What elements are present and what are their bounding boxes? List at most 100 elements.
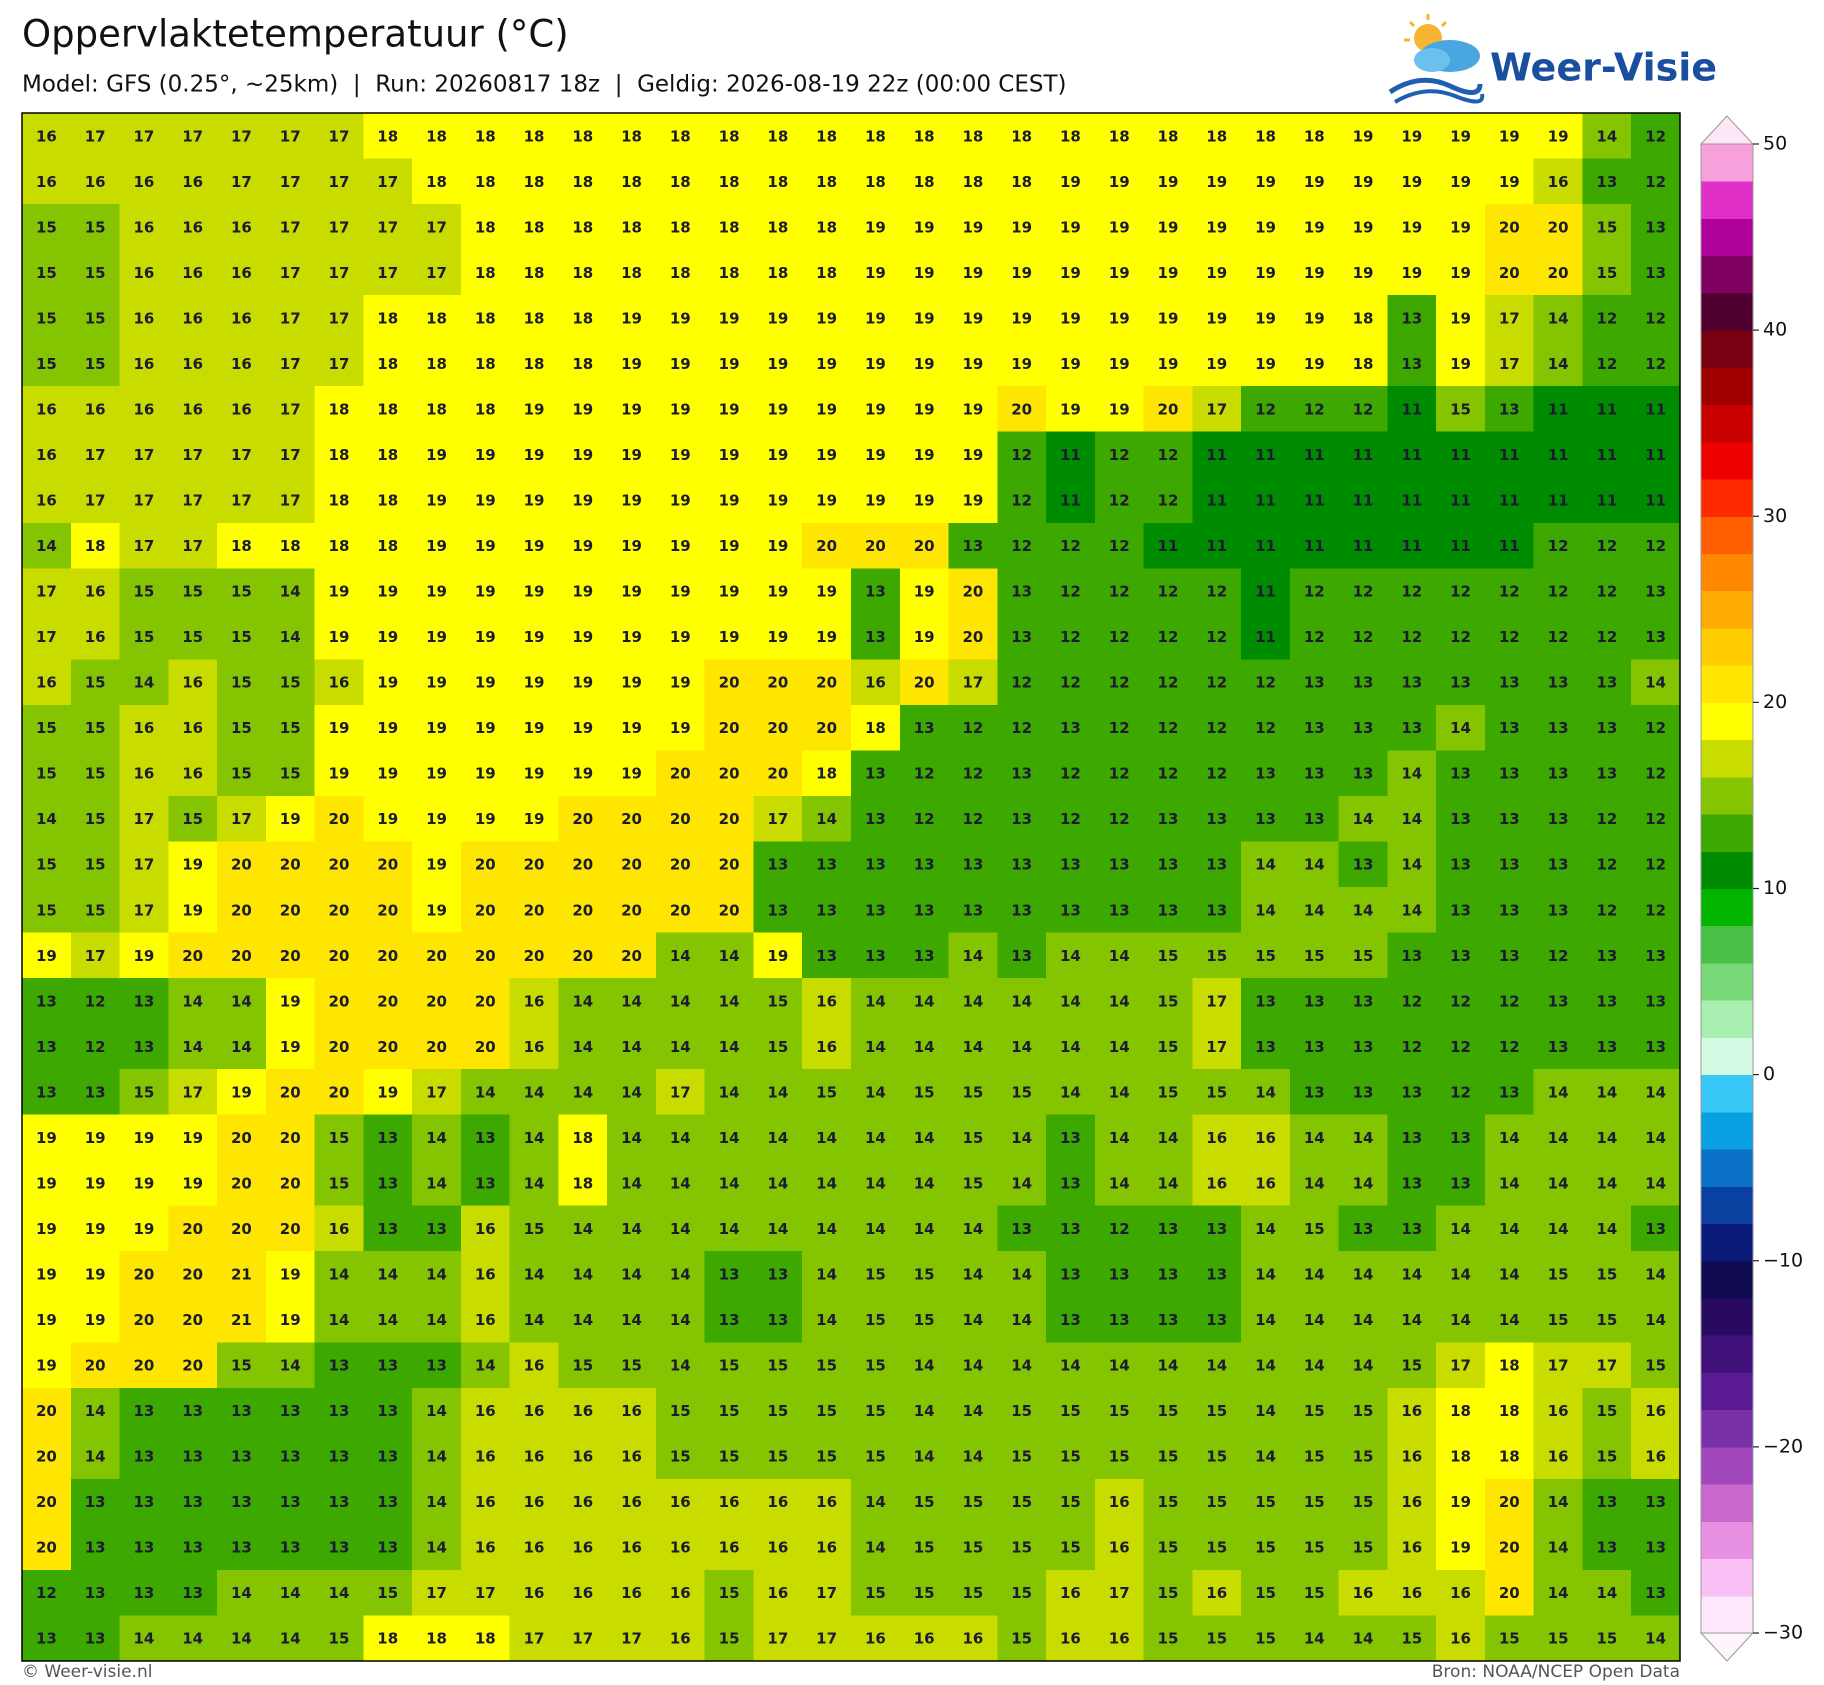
- cell-value: 19: [1450, 264, 1471, 282]
- cell-value: 14: [1353, 1266, 1374, 1284]
- grid-cell: [1582, 659, 1632, 706]
- cell-value: 16: [572, 1448, 593, 1466]
- grid-cell: [655, 1478, 706, 1526]
- cell-value: 15: [670, 1448, 691, 1466]
- cell-value: 16: [816, 1038, 837, 1056]
- cell-value: 12: [1158, 719, 1179, 737]
- grid-cell: [412, 613, 462, 660]
- grid-cell: [1046, 1478, 1096, 1526]
- cell-value: 19: [426, 537, 447, 555]
- cell-value: 14: [1109, 1174, 1130, 1192]
- cell-value: 14: [182, 1038, 203, 1056]
- grid-cell: [1143, 340, 1193, 387]
- grid-cell: [314, 978, 364, 1025]
- cell-value: 12: [1011, 674, 1032, 692]
- grid-cell: [314, 158, 364, 205]
- grid-cell: [1143, 1569, 1193, 1617]
- grid-cell: [412, 158, 462, 205]
- grid-cell: [1436, 568, 1486, 615]
- cell-value: 15: [1011, 1448, 1032, 1466]
- grid-cell: [1241, 613, 1291, 660]
- grid-cell: [558, 1251, 608, 1298]
- grid-cell: [753, 113, 803, 160]
- grid-cell: [1387, 249, 1437, 296]
- grid-cell: [314, 522, 364, 569]
- grid-cell: [1436, 1205, 1486, 1252]
- grid-cell: [997, 295, 1047, 342]
- cell-value: 13: [1450, 1129, 1471, 1147]
- grid-cell: [265, 1069, 316, 1116]
- grid-cell: [509, 386, 560, 433]
- grid-cell: [607, 295, 657, 342]
- cell-value: 13: [182, 1402, 203, 1420]
- grid-cell: [1582, 1251, 1632, 1298]
- grid-cell: [1192, 1342, 1242, 1389]
- grid-cell: [265, 431, 316, 478]
- grid-cell: [265, 1615, 316, 1662]
- grid-cell: [1484, 1296, 1535, 1343]
- grid-cell: [1484, 1569, 1535, 1617]
- grid-cell: [899, 932, 950, 979]
- cell-value: 18: [816, 173, 837, 191]
- grid-cell: [558, 431, 608, 478]
- grid-cell: [948, 1114, 998, 1161]
- cell-value: 13: [1548, 901, 1569, 919]
- cell-value: 14: [962, 1266, 983, 1284]
- cell-value: 14: [1596, 1174, 1617, 1192]
- cell-value: 17: [377, 218, 398, 236]
- cell-value: 15: [914, 1584, 935, 1602]
- cell-value: 19: [621, 400, 642, 418]
- cell-value: 19: [524, 400, 545, 418]
- cell-value: 11: [1450, 446, 1471, 464]
- grid-cell: [168, 158, 218, 205]
- cell-value: 19: [816, 583, 837, 601]
- grid-cell: [997, 477, 1047, 524]
- grid-cell: [948, 522, 998, 569]
- cell-value: 14: [1255, 901, 1276, 919]
- cell-value: 14: [1109, 1357, 1130, 1375]
- grid-cell: [1241, 1478, 1291, 1526]
- grid-cell: [1484, 1023, 1535, 1070]
- grid-cell: [851, 887, 901, 934]
- grid-cell: [1094, 431, 1145, 478]
- cell-value: 14: [377, 1311, 398, 1329]
- cell-value: 12: [1645, 355, 1666, 373]
- cell-value: 19: [1206, 309, 1227, 327]
- grid-cell: [22, 1433, 72, 1480]
- grid-cell: [363, 887, 413, 934]
- grid-cell: [217, 158, 267, 205]
- grid-cell: [1436, 1160, 1486, 1207]
- cell-value: 14: [1548, 1584, 1569, 1602]
- cell-value: 12: [1450, 628, 1471, 646]
- grid-cell: [119, 431, 169, 478]
- grid-cell: [217, 295, 267, 342]
- cell-value: 19: [621, 628, 642, 646]
- grid-cell: [1387, 1615, 1437, 1662]
- cell-value: 14: [670, 992, 691, 1010]
- cell-value: 14: [1353, 1311, 1374, 1329]
- cell-value: 19: [914, 218, 935, 236]
- grid-cell: [1289, 1478, 1340, 1526]
- grid-cell: [70, 704, 121, 752]
- cell-value: 19: [1353, 218, 1374, 236]
- grid-cell: [899, 1342, 950, 1389]
- grid-cell: [1289, 1433, 1340, 1480]
- cell-value: 19: [767, 446, 788, 464]
- cell-value: 14: [1450, 1311, 1471, 1329]
- cell-value: 15: [182, 628, 203, 646]
- cell-value: 17: [85, 446, 106, 464]
- cell-value: 14: [1645, 1174, 1666, 1192]
- grid-cell: [1046, 795, 1096, 843]
- cell-value: 19: [572, 765, 593, 783]
- cell-value: 16: [133, 309, 154, 327]
- cell-value: 20: [962, 628, 983, 646]
- cell-value: 18: [475, 1630, 496, 1648]
- cell-value: 15: [329, 1129, 350, 1147]
- grid-cell: [1533, 249, 1584, 296]
- cell-value: 16: [1206, 1584, 1227, 1602]
- grid-cell: [802, 659, 852, 706]
- grid-cell: [168, 568, 218, 615]
- grid-cell: [509, 750, 560, 797]
- cell-value: 21: [231, 1266, 252, 1284]
